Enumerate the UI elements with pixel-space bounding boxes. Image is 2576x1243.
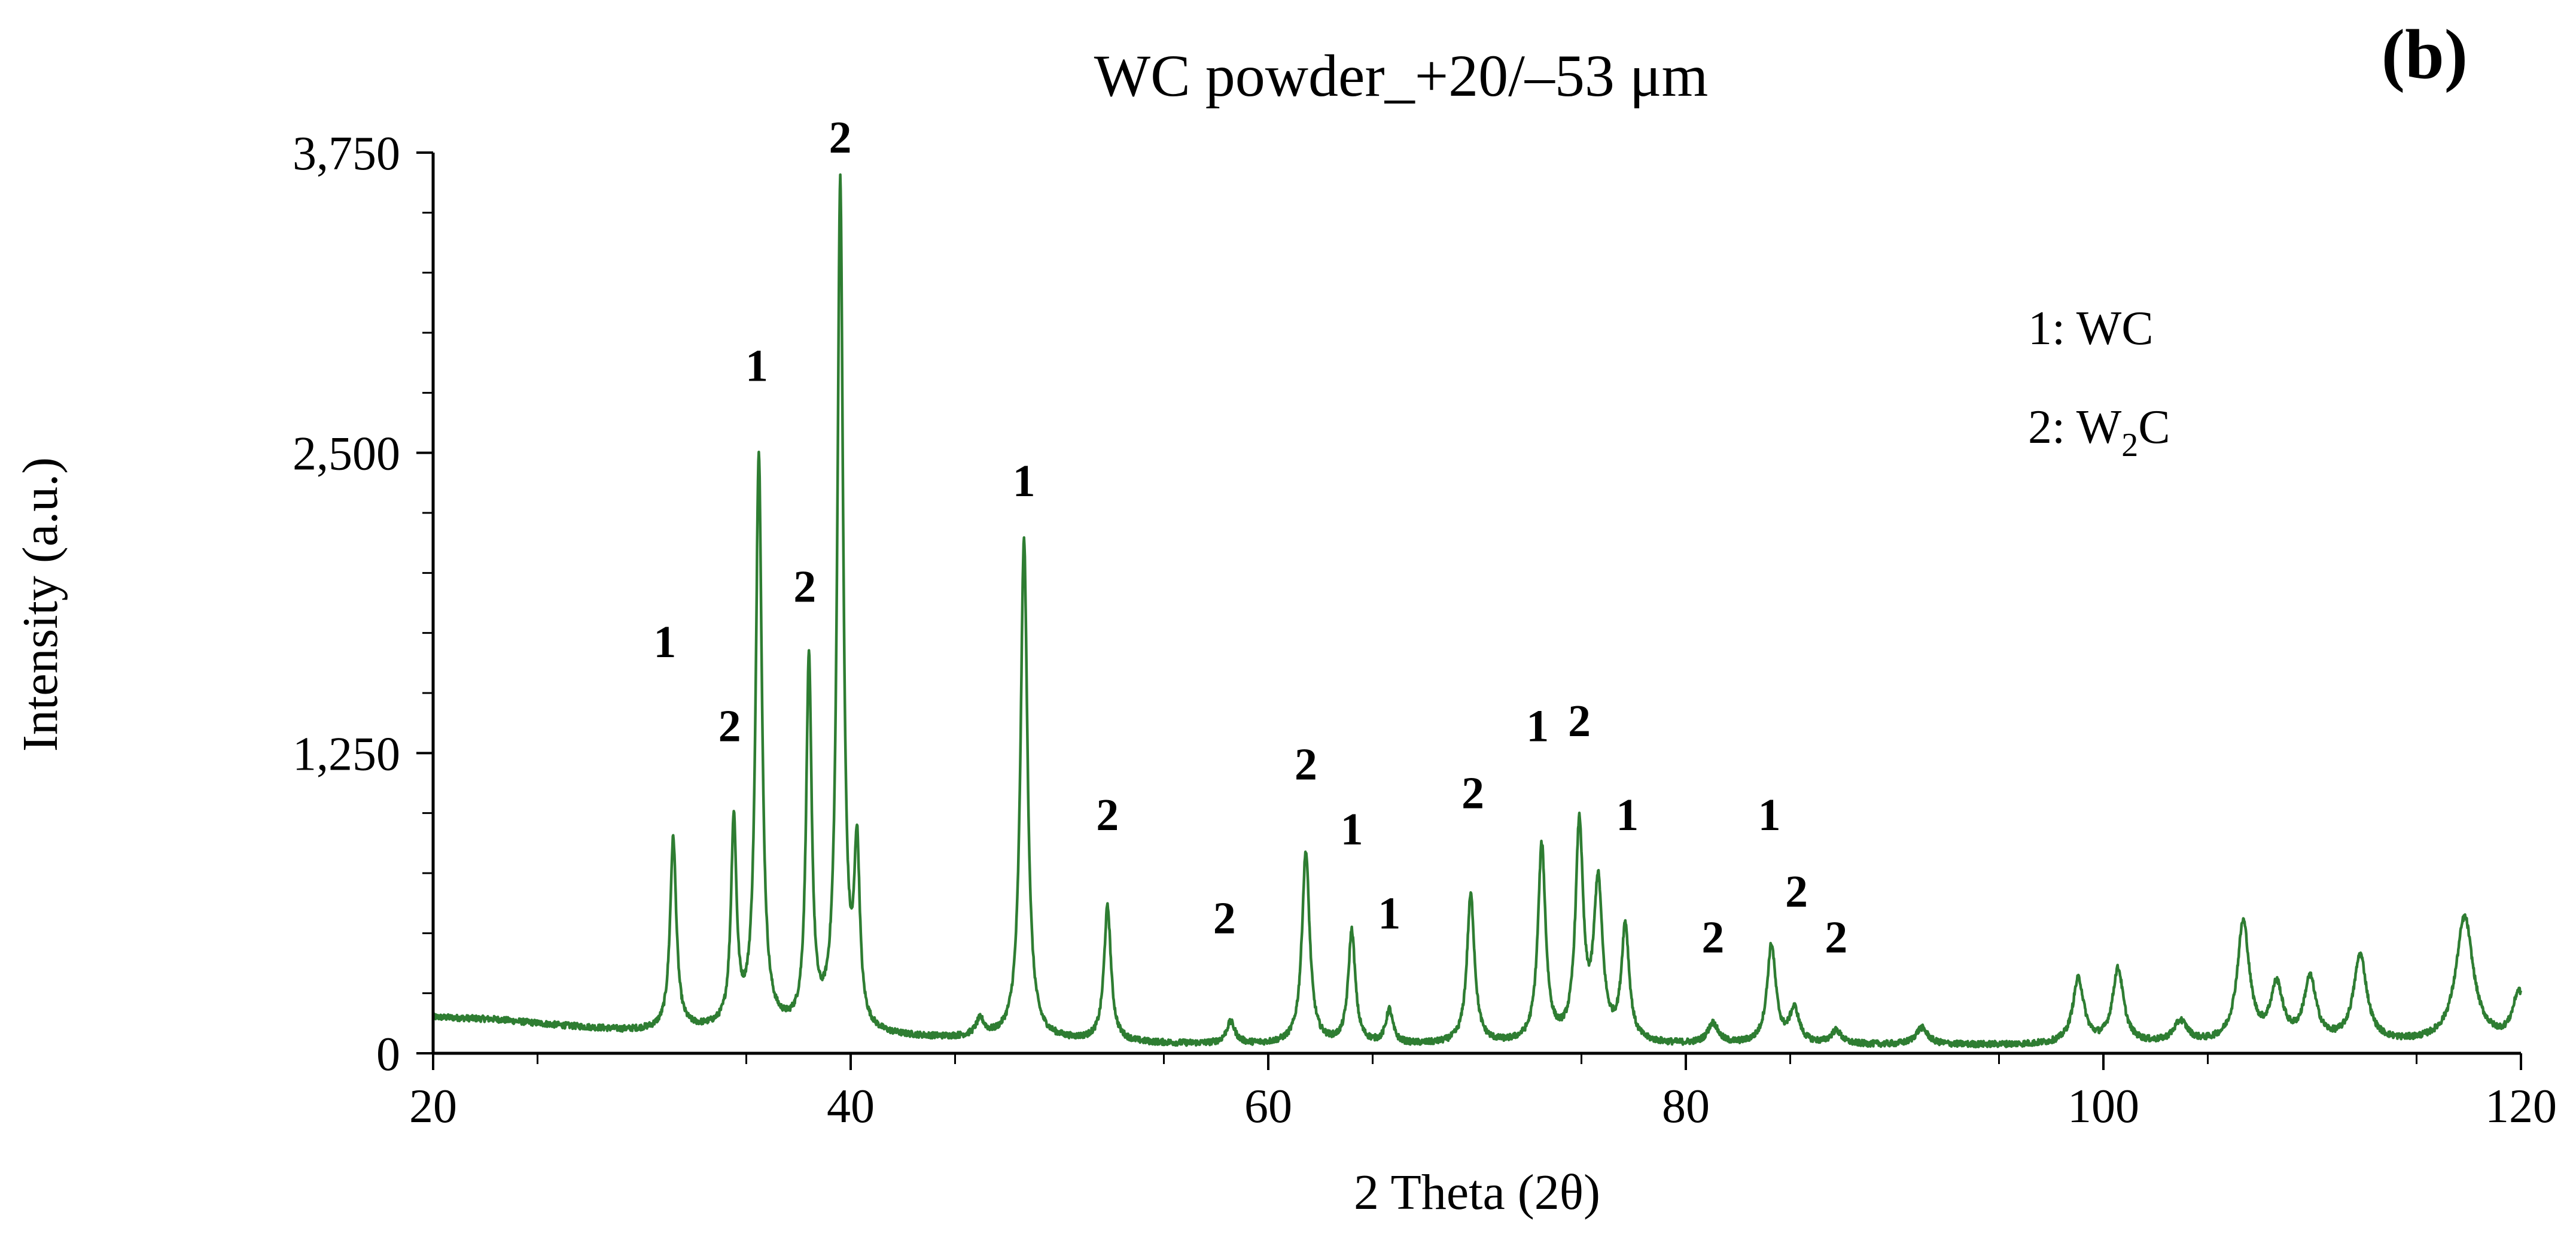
y-tick-label: 0 xyxy=(376,1028,400,1081)
peak-label-phase-2: 2 xyxy=(1701,912,1724,962)
peak-label-phase-1: 1 xyxy=(1758,790,1781,840)
y-axis-title: Intensity (a.u.) xyxy=(13,457,68,752)
data-layer xyxy=(431,173,2523,1049)
peak-label-phase-2: 2 xyxy=(718,701,741,751)
peak-label-phase-1: 1 xyxy=(745,341,768,391)
peak-label-phase-1: 1 xyxy=(1013,456,1036,506)
x-axis-title: 2 Theta (2θ) xyxy=(1354,1165,1600,1220)
x-tick-label: 40 xyxy=(827,1080,875,1133)
peak-label-phase-2: 2 xyxy=(1461,768,1484,819)
legend-entry-wc: 1: WC xyxy=(2028,302,2154,355)
legend-text-tail: C xyxy=(2138,401,2170,454)
chart-title: WC powder_+20/–53 μm xyxy=(1094,42,1709,109)
peak-label-phase-2: 2 xyxy=(829,113,852,163)
panel-label: (b) xyxy=(2382,15,2468,93)
legend-entry-w2c: 2: W2C xyxy=(2028,401,2170,464)
y-tick-label: 2,500 xyxy=(293,428,400,481)
legend-text: 2: W xyxy=(2028,401,2122,454)
peak-label-phase-2: 2 xyxy=(1295,739,1317,789)
peak-label-phase-2: 2 xyxy=(1213,893,1236,943)
y-axis-ticks: 0 1,250 2,500 3,750 xyxy=(293,127,433,1081)
x-tick-label: 120 xyxy=(2485,1080,2557,1133)
peak-label-phase-2: 2 xyxy=(1568,696,1591,746)
peak-label-phase-1: 1 xyxy=(1341,804,1363,855)
legend: 1: WC 2: W2C xyxy=(2028,302,2170,464)
peak-label-phase-2: 2 xyxy=(793,561,816,612)
y-tick-label: 3,750 xyxy=(293,127,400,180)
legend-subscript: 2 xyxy=(2121,427,2138,464)
x-axis-ticks: 20 40 60 80 100 120 xyxy=(409,1053,2557,1133)
x-tick-label: 20 xyxy=(409,1080,457,1133)
peak-label-phase-2: 2 xyxy=(1825,912,1847,962)
peak-label-phase-1: 1 xyxy=(653,617,676,667)
peak-label-phase-2: 2 xyxy=(1096,790,1119,840)
x-tick-label: 60 xyxy=(1244,1080,1292,1133)
y-tick-label: 1,250 xyxy=(293,728,400,780)
xrd-series-line xyxy=(431,173,2523,1049)
peak-label-phase-2: 2 xyxy=(1785,867,1808,917)
x-tick-label: 100 xyxy=(2068,1080,2139,1133)
peak-label-phase-1: 1 xyxy=(1378,888,1400,938)
x-tick-label: 80 xyxy=(1662,1080,1710,1133)
peak-label-phase-1: 1 xyxy=(1526,701,1549,751)
peak-label-phase-1: 1 xyxy=(1616,790,1639,840)
